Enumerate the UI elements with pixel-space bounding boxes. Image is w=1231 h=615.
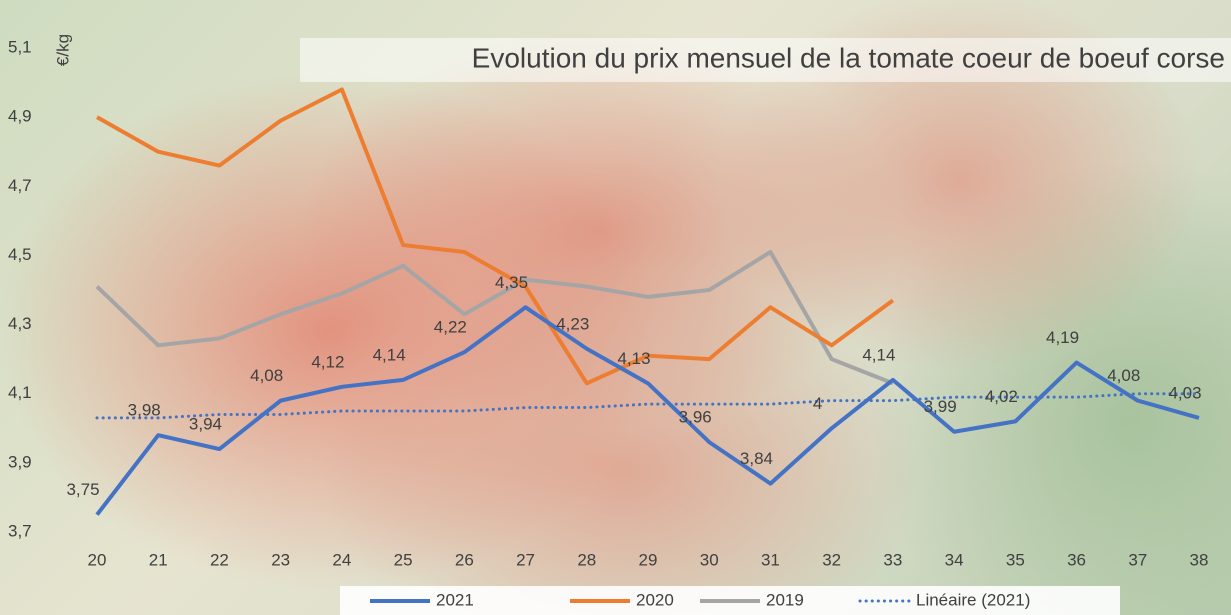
y-tick-label: 3,9	[8, 452, 32, 471]
data-label: 4,12	[311, 352, 344, 371]
series-line	[97, 252, 893, 383]
x-tick-label: 24	[332, 550, 351, 569]
x-tick-label: 36	[1067, 550, 1086, 569]
data-label: 3,99	[924, 397, 957, 416]
legend-label: Linéaire (2021)	[916, 590, 1030, 609]
chart-title: Evolution du prix mensuel de la tomate c…	[472, 42, 1225, 73]
x-tick-label: 35	[1006, 550, 1025, 569]
y-tick-label: 4,1	[8, 383, 32, 402]
y-tick-label: 5,1	[8, 37, 32, 56]
y-tick-label: 3,7	[8, 521, 32, 540]
y-tick-label: 4,9	[8, 107, 32, 126]
x-tick-label: 26	[455, 550, 474, 569]
y-axis-label: €/kg	[53, 34, 72, 66]
data-label: 3,75	[66, 480, 99, 499]
x-tick-label: 29	[639, 550, 658, 569]
data-label: 3,98	[128, 401, 161, 420]
x-tick-label: 20	[88, 550, 107, 569]
chart: Evolution du prix mensuel de la tomate c…	[0, 0, 1231, 615]
data-label: 4	[813, 394, 822, 413]
data-label: 4,23	[556, 314, 589, 333]
legend-label: 2019	[766, 590, 804, 609]
legend-label: 2021	[436, 590, 474, 609]
x-tick-label: 38	[1190, 550, 1209, 569]
data-label: 4,35	[495, 273, 528, 292]
x-tick-label: 25	[394, 550, 413, 569]
data-label: 4,22	[434, 318, 467, 337]
x-tick-label: 28	[577, 550, 596, 569]
data-label: 3,94	[189, 415, 222, 434]
series-line	[97, 307, 1199, 514]
x-tick-label: 27	[516, 550, 535, 569]
y-tick-label: 4,7	[8, 176, 32, 195]
legend-label: 2020	[636, 590, 674, 609]
x-tick-label: 31	[761, 550, 780, 569]
data-label: 4,08	[1107, 366, 1140, 385]
x-tick-label: 30	[700, 550, 719, 569]
data-label: 4,03	[1168, 383, 1201, 402]
x-tick-label: 22	[210, 550, 229, 569]
data-label: 4,14	[373, 345, 406, 364]
y-tick-label: 4,5	[8, 245, 32, 264]
data-label: 4,19	[1046, 328, 1079, 347]
x-tick-label: 34	[945, 550, 964, 569]
data-label: 4,14	[862, 345, 895, 364]
data-label: 3,96	[679, 408, 712, 427]
x-tick-label: 21	[149, 550, 168, 569]
x-tick-label: 23	[271, 550, 290, 569]
data-label: 3,84	[740, 449, 773, 468]
data-label: 4,02	[985, 387, 1018, 406]
data-label: 4,13	[617, 349, 650, 368]
x-tick-label: 37	[1128, 550, 1147, 569]
y-tick-label: 4,3	[8, 314, 32, 333]
x-tick-label: 33	[883, 550, 902, 569]
x-tick-label: 32	[822, 550, 841, 569]
data-label: 4,08	[250, 366, 283, 385]
